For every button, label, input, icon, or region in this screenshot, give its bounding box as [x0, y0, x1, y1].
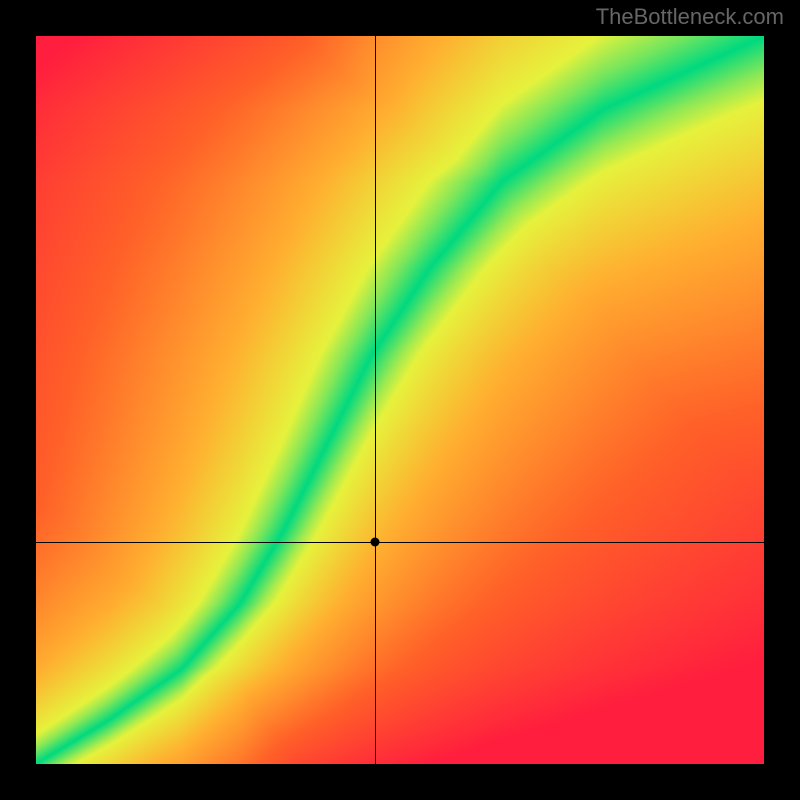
chart-outer-frame [0, 0, 800, 800]
crosshair-horizontal-line [36, 542, 764, 543]
watermark-text: TheBottleneck.com [596, 4, 784, 30]
heatmap-plot-area [36, 36, 764, 764]
crosshair-vertical-line [375, 36, 376, 764]
marker-dot [370, 537, 379, 546]
heatmap-canvas [36, 36, 764, 764]
